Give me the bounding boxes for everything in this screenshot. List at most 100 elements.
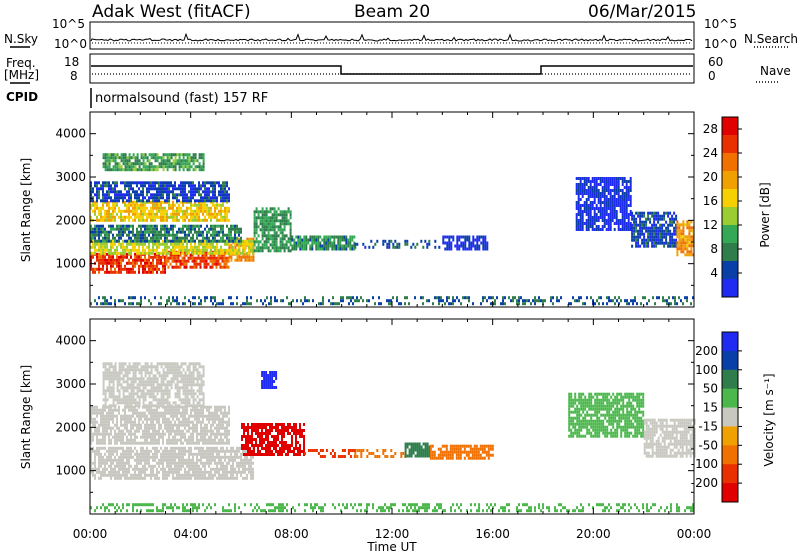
heatmap-cell	[208, 181, 210, 185]
heatmap-cell	[124, 153, 127, 157]
heatmap-cell	[144, 165, 147, 169]
heatmap-cell	[662, 296, 664, 300]
heatmap-cell	[160, 203, 162, 207]
heatmap-cell	[285, 216, 288, 220]
heatmap-cell	[244, 248, 246, 252]
heatmap-cell	[158, 261, 160, 265]
heatmap-cell	[140, 218, 142, 222]
heatmap-cell	[202, 242, 204, 246]
heatmap-cell	[218, 181, 220, 185]
heatmap-cell	[182, 218, 184, 222]
heatmap-cell	[194, 414, 196, 418]
heatmap-cell	[154, 446, 156, 450]
heatmap-cell	[578, 299, 580, 303]
heatmap-cell	[112, 165, 115, 169]
heatmap-cell	[686, 253, 689, 257]
heatmap-cell	[484, 238, 487, 242]
heatmap-cell	[502, 302, 504, 306]
heatmap-cell	[144, 236, 146, 240]
heatmap-cell	[175, 253, 178, 257]
heatmap-cell	[216, 302, 218, 306]
heatmap-cell	[90, 411, 92, 415]
heatmap-cell	[184, 190, 186, 194]
heatmap-cell	[204, 473, 206, 477]
heatmap-cell	[204, 248, 206, 252]
heatmap-cell	[174, 218, 176, 222]
heatmap-cell	[611, 213, 614, 216]
heatmap-cell	[144, 218, 146, 222]
heatmap-cell	[122, 196, 124, 200]
heatmap-cell	[142, 449, 144, 453]
heatmap-cell	[168, 239, 170, 243]
heatmap-cell	[112, 408, 114, 412]
heatmap-cell	[214, 446, 216, 450]
heatmap-cell	[168, 464, 170, 468]
heatmap-cell	[170, 423, 172, 427]
heatmap-cell	[186, 245, 188, 249]
heatmap-cell	[200, 193, 202, 197]
heatmap-cell	[196, 414, 198, 418]
heatmap-cell	[102, 206, 104, 210]
heatmap-cell	[100, 302, 102, 306]
heatmap-cell	[595, 192, 598, 195]
heatmap-cell	[102, 264, 104, 268]
heatmap-cell	[186, 156, 189, 160]
heatmap-cell	[114, 464, 116, 468]
heatmap-cell	[148, 408, 150, 412]
heatmap-cell	[228, 251, 230, 255]
heatmap-cell	[261, 222, 264, 226]
heatmap-cell	[164, 236, 166, 240]
heatmap-cell	[261, 243, 264, 247]
heatmap-cell	[629, 222, 632, 225]
heatmap-cell	[156, 212, 158, 216]
heatmap-cell	[102, 224, 104, 228]
heatmap-cell	[289, 213, 292, 217]
heatmap-cell	[164, 420, 166, 424]
heatmap-cell	[204, 227, 206, 231]
heatmap-cell	[100, 227, 102, 231]
heatmap-cell	[160, 156, 163, 160]
heatmap-cell	[234, 246, 237, 250]
heatmap-cell	[236, 446, 238, 450]
heatmap-cell	[279, 222, 282, 226]
heatmap-cell	[342, 299, 344, 303]
heatmap-cell	[472, 238, 475, 242]
heatmap-cell	[678, 247, 681, 251]
heatmap-cell	[124, 200, 126, 204]
heatmap-cell	[108, 203, 110, 207]
heatmap-cell	[154, 236, 156, 240]
heatmap-cell	[629, 177, 632, 180]
heatmap-cell	[114, 162, 117, 166]
heatmap-cell	[138, 218, 140, 222]
heatmap-cell	[661, 229, 664, 233]
heatmap-cell	[688, 241, 691, 245]
heatmap-cell	[184, 196, 186, 200]
heatmap-cell	[172, 417, 174, 421]
heatmap-cell	[659, 229, 662, 233]
heatmap-cell	[170, 215, 172, 219]
heatmap-cell	[130, 242, 132, 246]
heatmap-cell	[146, 245, 148, 249]
heatmap-cell	[222, 181, 224, 185]
heatmap-cell	[122, 224, 124, 228]
heatmap-cell	[176, 209, 178, 213]
heatmap-cell	[146, 417, 148, 421]
heatmap-cell	[222, 215, 224, 219]
heatmap-cell	[538, 299, 540, 303]
heatmap-cell	[188, 420, 190, 424]
heatmap-cell	[452, 296, 454, 300]
heatmap-cell	[114, 429, 116, 433]
nsky-label: N.Sky	[4, 32, 38, 46]
heatmap-cell	[110, 215, 112, 219]
heatmap-cell	[172, 467, 174, 471]
heatmap-cell	[202, 203, 204, 207]
heatmap-cell	[172, 159, 175, 163]
heatmap-cell	[250, 461, 252, 465]
heatmap-cell	[637, 235, 640, 239]
heatmap-cell	[468, 244, 471, 248]
heatmap-cell	[456, 244, 459, 248]
heatmap-cell	[482, 235, 485, 239]
heatmap-cell	[194, 251, 196, 255]
heatmap-cell	[583, 210, 586, 213]
heatmap-cell	[176, 411, 178, 415]
